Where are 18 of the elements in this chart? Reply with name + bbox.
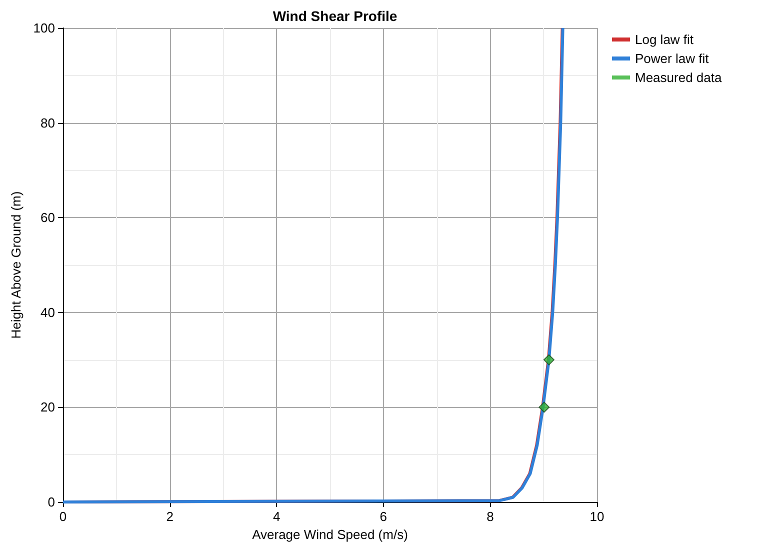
- y-tick-label: 80: [40, 115, 55, 130]
- x-tick-label: 6: [380, 509, 388, 524]
- x-tick-label: 0: [59, 509, 67, 524]
- y-tick-label: 40: [40, 304, 55, 320]
- y-tick-label: 20: [40, 400, 55, 415]
- x-tick-label: 4: [272, 509, 280, 524]
- chart-title: Wind Shear Profile: [272, 8, 398, 24]
- y-tick-label: 0: [48, 494, 55, 510]
- legend-label: Log law fit: [635, 32, 694, 47]
- y-tick-label: 60: [40, 210, 55, 226]
- x-axis-title: Average Wind Speed (m/s): [252, 526, 408, 542]
- x-tick-label: 10: [590, 509, 604, 524]
- y-axis-title: Height Above Ground (m): [8, 191, 24, 339]
- x-tick-label: 8: [486, 509, 494, 524]
- y-tick-label: 100: [33, 20, 55, 36]
- legend-label: Measured data: [635, 70, 722, 85]
- legend-label: Power law fit: [635, 51, 710, 66]
- x-tick-label: 2: [166, 509, 174, 524]
